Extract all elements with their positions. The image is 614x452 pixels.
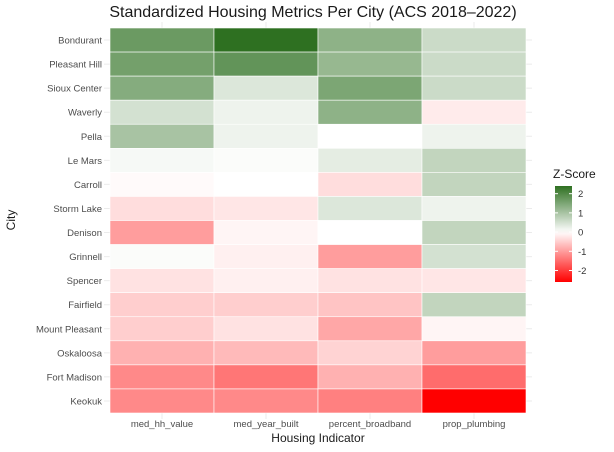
heatmap-cell: [109, 388, 215, 414]
heatmap-cell: [109, 268, 215, 293]
y-tick-label: Bondurant: [58, 36, 102, 47]
heatmap-cell: [109, 75, 215, 101]
heatmap-cell: [213, 316, 319, 342]
legend-tick-label: -2: [578, 266, 586, 277]
heatmap-cell: [317, 364, 423, 390]
heatmap-cell: [213, 340, 319, 366]
heatmap-cell: [213, 196, 319, 221]
y-axis-ticks: Bondurant Pleasant Hill Sioux Center Waverl…: [36, 36, 103, 408]
y-tick-label: Keokuk: [70, 396, 102, 407]
legend-title: Z-Score: [553, 167, 596, 181]
heatmap-cell: [421, 244, 527, 269]
legend-tick-label: 0: [578, 228, 583, 239]
legend-colorbar: [555, 186, 572, 282]
chart-title: Standardized Housing Metrics Per City (A…: [109, 4, 516, 21]
heatmap-cell: [421, 268, 527, 293]
heatmap-cell: [317, 244, 423, 269]
heatmap-cell: [109, 196, 215, 221]
y-tick-label: Oskaloosa: [57, 348, 103, 359]
heatmap-cell: [213, 268, 319, 293]
heatmap-cell: [421, 148, 527, 173]
y-tick-label: Grinnell: [69, 252, 102, 263]
y-tick-label: Denison: [67, 228, 102, 239]
x-tick-label: med_year_built: [234, 419, 299, 430]
heatmap-cell: [109, 244, 215, 269]
y-axis-title: City: [4, 210, 18, 231]
heatmap-cell: [317, 148, 423, 173]
x-axis-title: Housing Indicator: [271, 431, 364, 445]
heatmap-cell: [109, 340, 215, 366]
heatmap-cell: [109, 27, 215, 53]
heatmap-cell: [421, 123, 527, 149]
heatmap-cell: [213, 364, 319, 390]
heatmap-cell: [317, 292, 423, 318]
heatmap-cell: [421, 292, 527, 318]
heatmap-cell: [421, 364, 527, 390]
heatmap-cell: [213, 75, 319, 101]
heatmap-cell: [109, 316, 215, 342]
y-tick-label: Mount Pleasant: [36, 324, 102, 335]
heatmap-cell: [317, 388, 423, 414]
heatmap-cell: [109, 99, 215, 125]
heatmap-cell: [317, 340, 423, 366]
heatmap-cell: [317, 172, 423, 197]
y-tick-label: Pleasant Hill: [49, 60, 102, 71]
heatmap-cell: [109, 123, 215, 149]
y-tick-label: Waverly: [68, 108, 102, 119]
heatmap-cell: [109, 292, 215, 318]
heatmap-cell: [317, 220, 423, 245]
legend-tick-label: 2: [578, 189, 583, 200]
y-tick-label: Carroll: [74, 180, 102, 191]
y-tick-label: Storm Lake: [53, 204, 102, 215]
y-tick-label: Fairfield: [68, 300, 102, 311]
heatmap-cells: [109, 27, 527, 414]
heatmap-cell: [317, 99, 423, 125]
heatmap-cell: [109, 51, 215, 77]
heatmap-cell: [421, 172, 527, 197]
heatmap-cell: [213, 244, 319, 269]
heatmap-cell: [213, 99, 319, 125]
y-tick-label: Le Mars: [68, 156, 103, 167]
heatmap-cell: [421, 220, 527, 245]
heatmap-cell: [109, 364, 215, 390]
x-tick-label: prop_plumbing: [443, 419, 506, 430]
legend: Z-Score 2 1 0 -1 -2: [553, 167, 596, 282]
heatmap-cell: [213, 27, 319, 53]
heatmap-cell: [213, 172, 319, 197]
heatmap-cell: [109, 148, 215, 173]
heatmap-cell: [421, 75, 527, 101]
y-tick-label: Sioux Center: [47, 84, 102, 95]
x-tick-label: med_hh_value: [131, 419, 193, 430]
heatmap-cell: [317, 268, 423, 293]
legend-tick-label: -1: [578, 247, 586, 258]
legend-tick-label: 1: [578, 208, 583, 219]
heatmap-cell: [421, 388, 527, 414]
y-tick-label: Spencer: [67, 276, 102, 287]
heatmap-cell: [421, 196, 527, 221]
heatmap-cell: [317, 196, 423, 221]
heatmap-cell: [213, 292, 319, 318]
heatmap-cell: [109, 172, 215, 197]
heatmap-cell: [421, 316, 527, 342]
heatmap-cell: [213, 51, 319, 77]
heatmap-cell: [421, 51, 527, 77]
heatmap-cell: [109, 220, 215, 245]
heatmap-cell: [421, 27, 527, 53]
heatmap-cell: [213, 148, 319, 173]
heatmap-cell: [317, 75, 423, 101]
x-axis-ticks: med_hh_value med_year_built percent_broadb…: [131, 419, 506, 430]
heatmap-cell: [317, 316, 423, 342]
heatmap-cell: [317, 123, 423, 149]
heatmap-cell: [213, 388, 319, 414]
y-tick-label: Pella: [81, 132, 103, 143]
heatmap-cell: [421, 340, 527, 366]
heatmap-cell: [317, 51, 423, 77]
heatmap-cell: [421, 99, 527, 125]
heatmap-cell: [317, 27, 423, 53]
heatmap-cell: [213, 123, 319, 149]
y-tick-label: Fort Madison: [47, 372, 102, 383]
heatmap-cell: [213, 220, 319, 245]
x-tick-label: percent_broadband: [329, 419, 411, 430]
